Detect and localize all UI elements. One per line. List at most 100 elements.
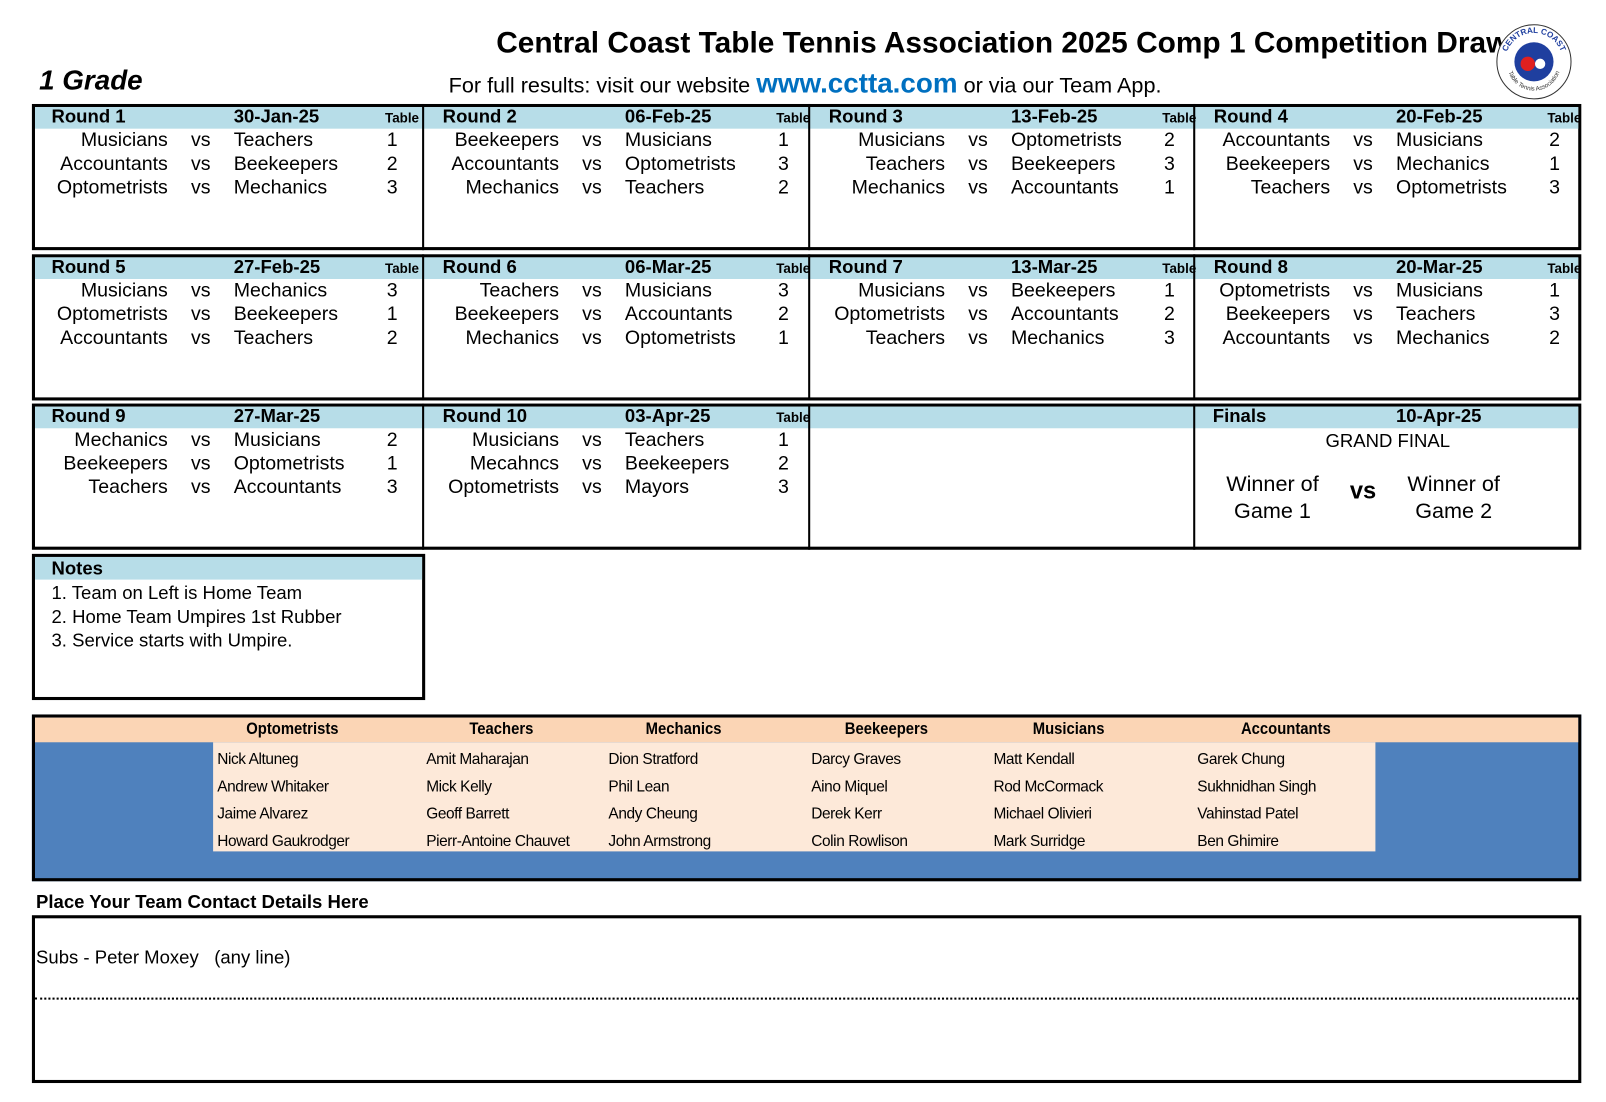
header-band: [35, 257, 1579, 279]
player: Dion Stratford: [608, 750, 698, 769]
table-number: 3: [777, 280, 789, 302]
away-team: Mayors: [624, 476, 690, 499]
player: Matt Kendall: [993, 750, 1075, 769]
team-name: Accountants: [1240, 720, 1331, 739]
vs: vs: [968, 280, 988, 302]
table-number: 1: [777, 327, 789, 350]
away-team: Teachers: [624, 429, 705, 451]
vs: vs: [190, 452, 211, 475]
player: Garek Chung: [1197, 750, 1285, 769]
divider: [808, 103, 811, 251]
away-team: Mechanics: [1396, 327, 1490, 350]
away-team: Beekeepers: [1010, 280, 1116, 302]
home-team: Beekeepers: [1225, 303, 1331, 326]
table-number: 2: [386, 327, 398, 350]
vs: vs: [1353, 177, 1373, 199]
round-name: Round 8: [1213, 256, 1288, 277]
table-number: 2: [777, 303, 789, 326]
home-team: Optometrists: [448, 476, 560, 499]
away-team: Musicians: [233, 429, 321, 451]
away-team: Accountants: [1010, 303, 1119, 326]
vs: vs: [190, 327, 211, 350]
table-number: 3: [1549, 303, 1560, 326]
player: Derek Kerr: [811, 805, 882, 823]
vs: vs: [190, 303, 211, 326]
home-team: Accountants: [60, 327, 168, 350]
finalist-right: Winner of: [1407, 472, 1500, 497]
team-name: Musicians: [1032, 720, 1105, 739]
round-name: Round 9: [51, 405, 126, 427]
table-number: 3: [777, 153, 789, 176]
player: Pierr-Antoine Chauvet: [426, 832, 570, 850]
home-team: Teachers: [479, 280, 560, 302]
home-team: Musicians: [472, 429, 560, 451]
players-area: [213, 742, 1376, 852]
home-team: Beekeepers: [454, 129, 560, 152]
vs: vs: [582, 476, 602, 499]
table-number: 2: [386, 429, 398, 451]
note: 2. Home Team Umpires 1st Rubber: [51, 606, 342, 627]
player: Colin Rowlison: [811, 832, 908, 850]
away-team: Accountants: [233, 476, 342, 499]
home-team: Mechanics: [74, 429, 168, 451]
player: Amit Maharajan: [426, 750, 529, 769]
table-number: 1: [386, 452, 398, 475]
table-number: 3: [1164, 327, 1175, 350]
website-line: For full results: visit our website www.…: [309, 68, 1301, 99]
round-name: Round 4: [1213, 106, 1288, 127]
vs: vs: [582, 129, 602, 152]
vs: vs: [1353, 280, 1373, 302]
home-team: Mechanics: [465, 327, 560, 350]
player: Darcy Graves: [811, 750, 901, 769]
vs: vs: [190, 429, 211, 451]
home-team: Musicians: [80, 129, 168, 152]
round-name: Round 5: [51, 256, 126, 277]
home-team: Musicians: [858, 129, 946, 152]
home-team: Accountants: [451, 153, 560, 176]
table-number: 2: [777, 452, 789, 475]
vs: vs: [582, 177, 602, 199]
home-team: Beekeepers: [454, 303, 560, 326]
vs: vs: [968, 327, 988, 350]
player: Jaime Alvarez: [217, 805, 308, 823]
away-team: Optometrists: [1396, 177, 1507, 199]
player: Mark Surridge: [993, 832, 1086, 850]
vs: vs: [968, 177, 988, 199]
table-label: Table: [385, 110, 420, 126]
away-team: Teachers: [624, 177, 705, 199]
vs: vs: [968, 303, 988, 326]
round-name: Round 3: [828, 106, 903, 127]
teams-band: [35, 717, 1579, 743]
round-date: 06-Mar-25: [624, 256, 712, 277]
away-team: Accountants: [1010, 177, 1119, 199]
player: Vahinstad Patel: [1197, 805, 1299, 823]
table-number: 3: [386, 476, 398, 499]
vs: vs: [190, 177, 211, 199]
vs: vs: [1353, 153, 1373, 176]
divider: [808, 254, 811, 401]
away-team: Musicians: [624, 129, 712, 152]
player: Nick Altuneg: [217, 750, 299, 769]
table-number: 2: [1164, 303, 1175, 326]
table-number: 1: [386, 303, 398, 326]
vs: vs: [582, 429, 602, 451]
team-name: Teachers: [469, 720, 534, 739]
round-row: [31, 403, 1582, 550]
home-team: Optometrists: [56, 177, 168, 199]
player: Andrew Whitaker: [217, 777, 329, 796]
player: Aino Miquel: [811, 777, 888, 796]
header-band: [35, 406, 1579, 429]
round-name: Round 2: [442, 106, 517, 127]
finalist-left: Winner of: [1226, 472, 1319, 497]
player: Geoff Barrett: [426, 805, 509, 823]
away-team: Beekeepers: [233, 153, 339, 176]
round-date: 03-Apr-25: [624, 405, 711, 427]
home-team: Mecahncs: [469, 452, 560, 475]
player: Sukhnidhan Singh: [1197, 777, 1317, 796]
contact-text: Subs - Peter Moxey (any line): [36, 947, 291, 968]
website-suffix: or via our Team App.: [963, 74, 1162, 98]
home-team: Beekeepers: [63, 452, 168, 475]
website-link[interactable]: www.cctta.com: [756, 67, 958, 99]
table-number: 2: [1549, 327, 1560, 350]
round-date: 13-Mar-25: [1010, 256, 1098, 277]
